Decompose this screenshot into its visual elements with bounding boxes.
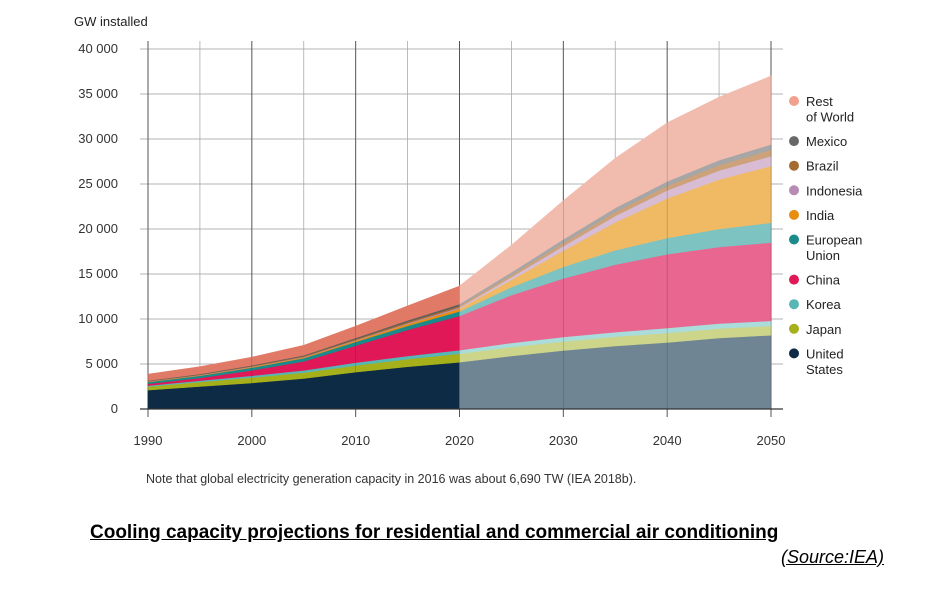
legend-label: Indonesia	[806, 183, 863, 198]
legend-label: European	[806, 233, 862, 248]
legend-label: States	[806, 362, 843, 377]
x-tick-label: 2050	[757, 433, 786, 448]
legend-label: Japan	[806, 322, 841, 337]
legend-label: Rest	[806, 94, 833, 109]
legend-swatch	[789, 96, 799, 106]
legend-swatch	[789, 348, 799, 359]
legend-label: of World	[806, 110, 854, 125]
legend-label: United	[806, 346, 844, 361]
chart-note: Note that global electricity generation …	[146, 472, 637, 486]
y-axis-label: GW installed	[74, 14, 148, 29]
legend-swatch	[789, 234, 799, 245]
legend-swatch	[789, 209, 799, 220]
legend-swatch	[789, 185, 799, 196]
x-tick-label: 2040	[653, 433, 682, 448]
legend-swatch	[789, 136, 799, 147]
source-citation: (Source:IEA)	[780, 547, 884, 567]
x-tick-label: 2000	[237, 433, 266, 448]
y-tick-label: 10 000	[78, 311, 118, 326]
x-tick-label: 1990	[134, 433, 163, 448]
y-tick-label: 20 000	[78, 221, 118, 236]
area-projection	[459, 75, 772, 305]
legend-label: China	[806, 273, 841, 288]
legend-label: Brazil	[806, 159, 839, 174]
y-tick-label: 30 000	[78, 131, 118, 146]
legend-label: Union	[806, 248, 840, 263]
y-tick-label: 15 000	[78, 266, 118, 281]
x-tick-label: 2030	[549, 433, 578, 448]
legend-label: Mexico	[806, 134, 847, 149]
legend-label: Korea	[806, 297, 841, 312]
y-tick-label: 40 000	[78, 41, 118, 56]
y-tick-label: 0	[111, 401, 118, 416]
x-tick-label: 2020	[445, 433, 474, 448]
x-tick-label: 2010	[341, 433, 370, 448]
y-tick-label: 35 000	[78, 86, 118, 101]
figure-caption: Cooling capacity projections for residen…	[90, 522, 779, 543]
legend-swatch	[789, 323, 799, 334]
legend-swatch	[789, 160, 799, 171]
y-tick-label: 25 000	[78, 176, 118, 191]
stacked-area-chart: 0 5 000 10 000 15 000 20 000 25 000 30 000 35 0…	[78, 41, 863, 448]
legend-label: India	[806, 208, 835, 223]
legend-swatch	[789, 274, 799, 285]
legend-swatch	[789, 299, 799, 310]
y-tick-label: 5 000	[85, 356, 118, 371]
